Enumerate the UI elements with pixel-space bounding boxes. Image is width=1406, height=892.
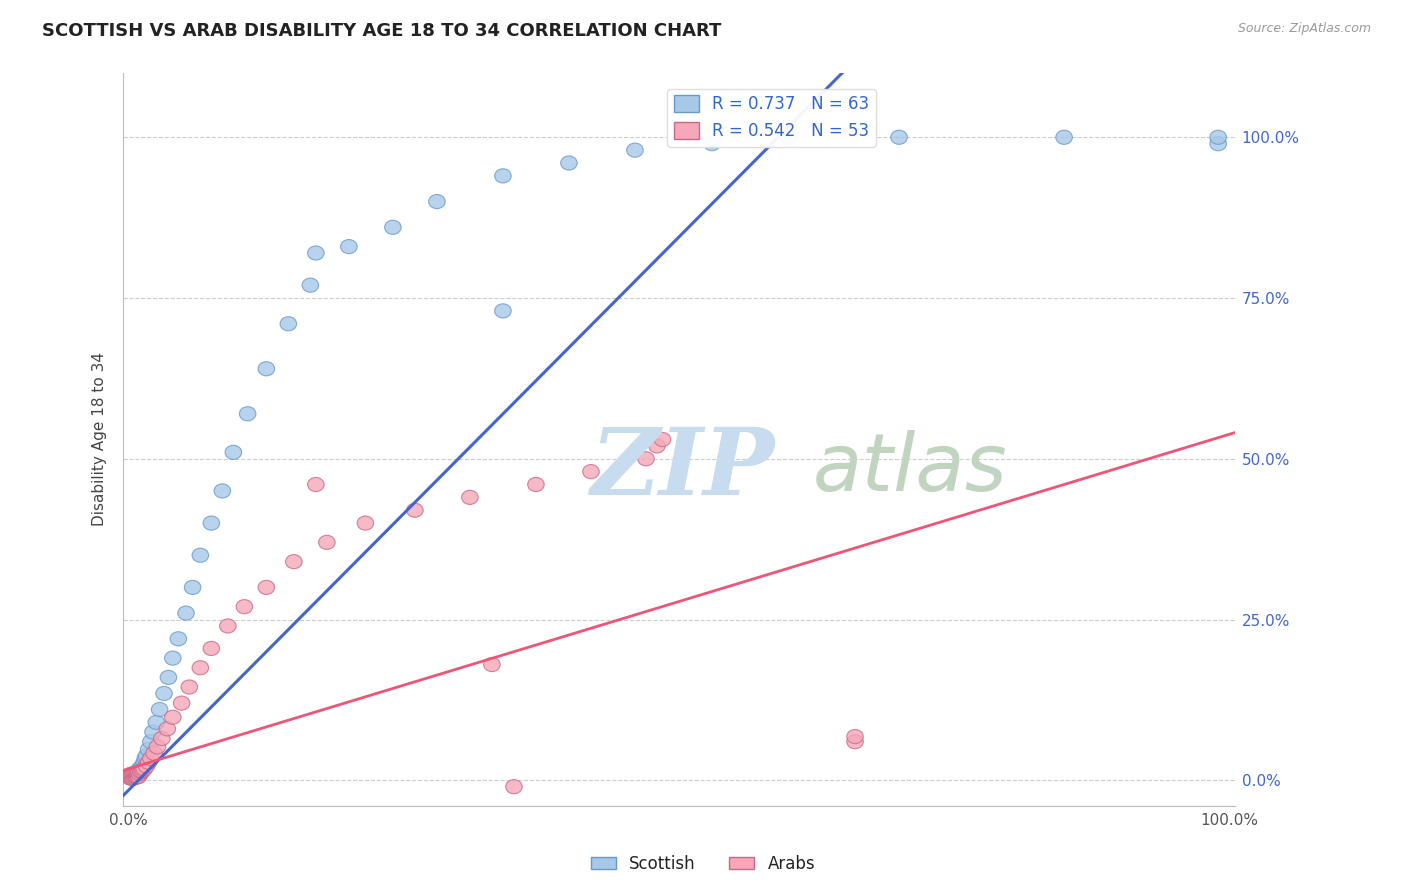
Y-axis label: Disability Age 18 to 34: Disability Age 18 to 34 [93, 352, 107, 526]
Text: ZIP: ZIP [591, 424, 775, 514]
Legend: Scottish, Arabs: Scottish, Arabs [585, 848, 821, 880]
Text: atlas: atlas [813, 430, 1007, 508]
Text: Source: ZipAtlas.com: Source: ZipAtlas.com [1237, 22, 1371, 36]
Text: SCOTTISH VS ARAB DISABILITY AGE 18 TO 34 CORRELATION CHART: SCOTTISH VS ARAB DISABILITY AGE 18 TO 34… [42, 22, 721, 40]
Legend: R = 0.737   N = 63, R = 0.542   N = 53: R = 0.737 N = 63, R = 0.542 N = 53 [668, 88, 876, 146]
